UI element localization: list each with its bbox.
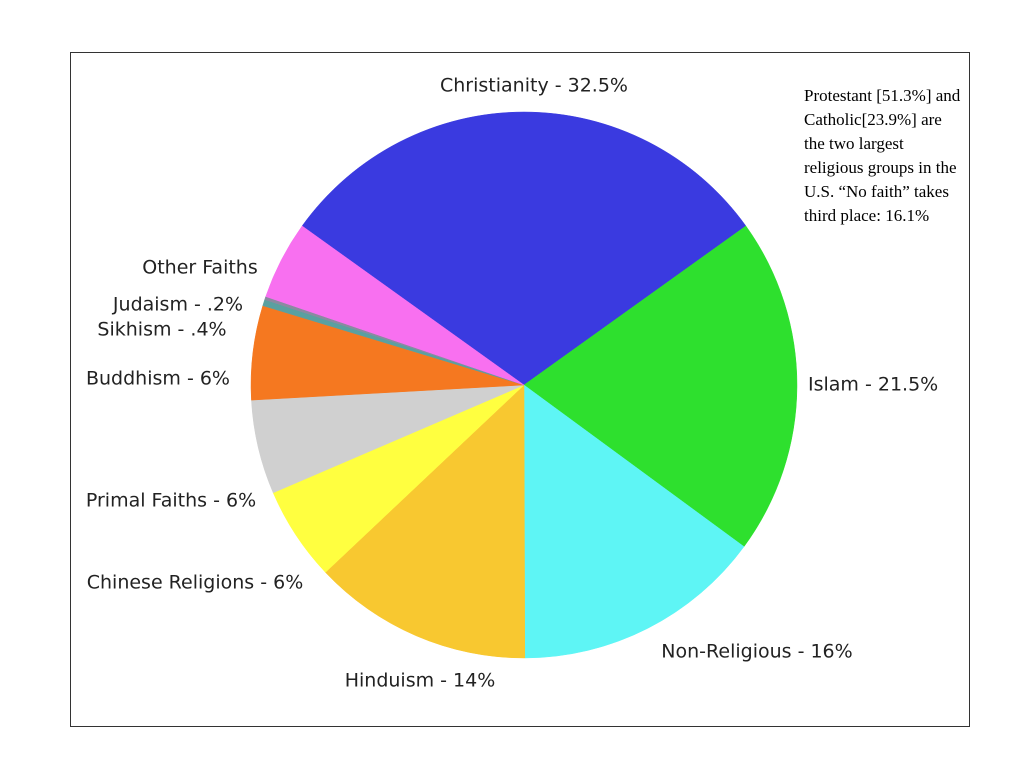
- annotation: Protestant [51.3%] and Catholic[23.9%] a…: [804, 86, 961, 225]
- slice-label: Chinese Religions - 6%: [87, 572, 304, 594]
- pie-slice: [265, 225, 525, 386]
- slice-label: Judaism - .2%: [112, 294, 243, 316]
- pie-slice: [301, 111, 747, 386]
- pie-slice: [523, 225, 798, 547]
- pie-slice: [325, 384, 526, 659]
- slice-label: Islam - 21.5%: [808, 374, 938, 396]
- slice-label: Christianity - 32.5%: [440, 75, 628, 97]
- slice-label: Hinduism - 14%: [345, 670, 496, 692]
- slice-label: Non-Religious - 16%: [661, 641, 852, 663]
- chart-frame: [70, 52, 970, 727]
- slice-label: Other Faiths: [142, 257, 257, 279]
- pie-slice: [523, 384, 745, 659]
- slice-label: Sikhism - .4%: [97, 319, 226, 341]
- slice-label: Buddhism - 6%: [86, 368, 230, 390]
- slice-label: Primal Faiths - 6%: [86, 490, 256, 512]
